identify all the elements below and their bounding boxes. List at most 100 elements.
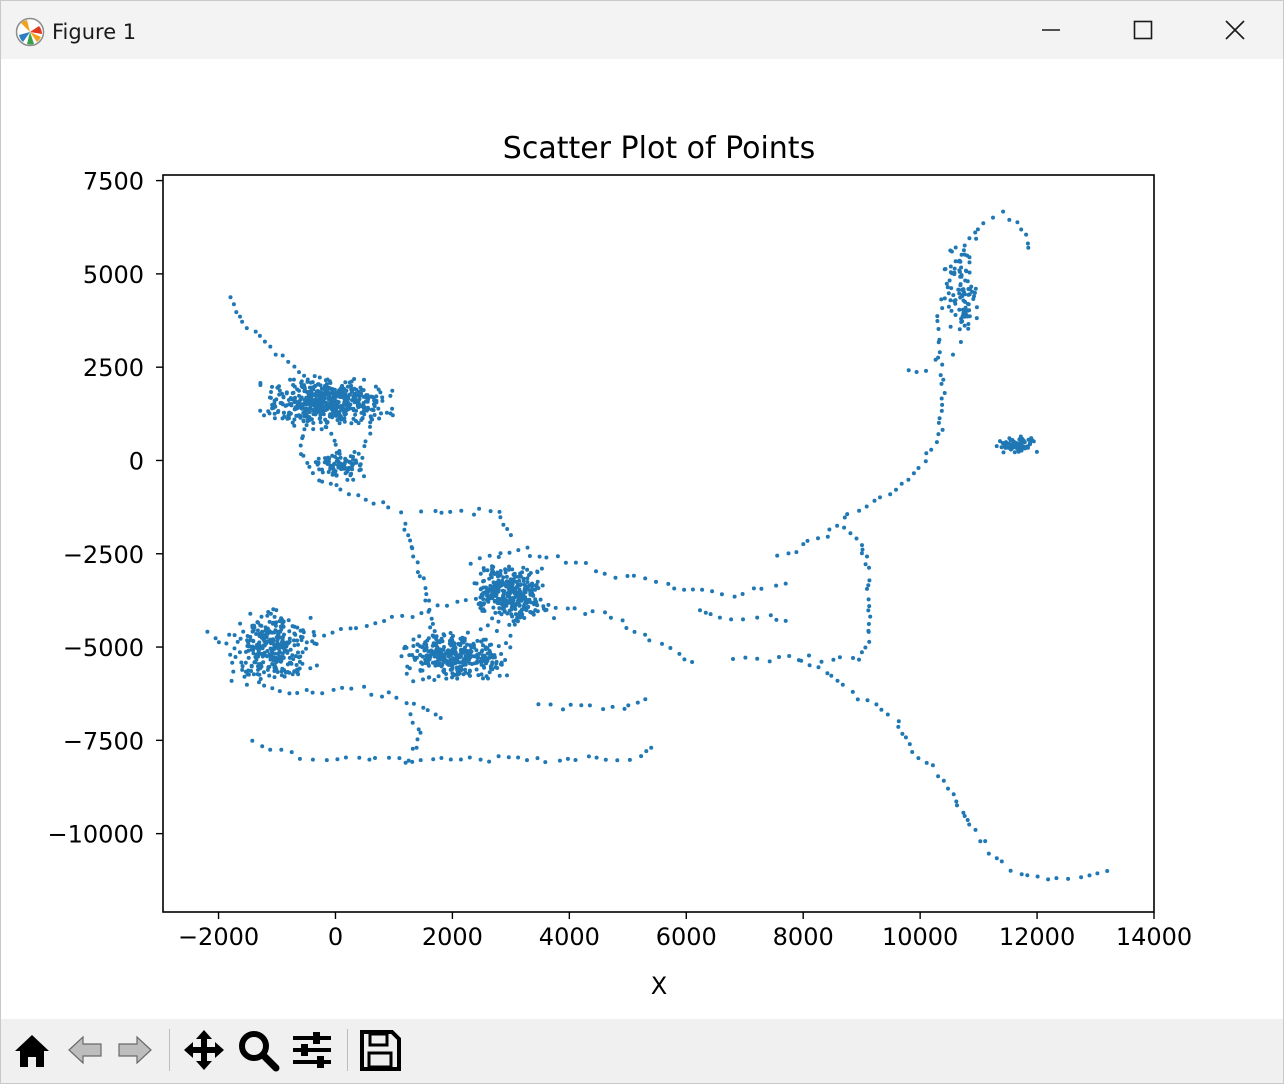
scatter-point — [318, 412, 323, 417]
save-button[interactable] — [357, 1027, 403, 1073]
scatter-point — [1002, 443, 1007, 448]
scatter-point — [457, 660, 462, 665]
scatter-point — [354, 626, 358, 631]
scatter-point — [568, 702, 573, 707]
scatter-point — [433, 509, 438, 513]
back-button[interactable] — [63, 1027, 109, 1073]
pan-button[interactable] — [181, 1027, 227, 1073]
scatter-point — [473, 596, 478, 601]
scatter-point — [482, 601, 487, 606]
scatter-point — [553, 605, 558, 610]
scatter-point — [948, 248, 953, 253]
scatter-point — [433, 712, 438, 717]
scatter-point — [376, 387, 381, 392]
scatter-point — [643, 632, 648, 637]
scatter-point — [536, 586, 541, 591]
scatter-point — [322, 633, 327, 638]
scatter-point — [502, 609, 507, 614]
scatter-point — [362, 408, 367, 413]
x-tick-label: 8000 — [773, 923, 834, 951]
scatter-point — [293, 654, 298, 659]
scatter-point — [359, 391, 364, 396]
scatter-point — [438, 661, 443, 666]
scatter-point — [513, 602, 518, 607]
scatter-point — [941, 778, 946, 783]
scatter-point — [643, 576, 648, 581]
scatter-point — [967, 292, 972, 297]
scatter-point — [452, 641, 457, 646]
scatter-point — [420, 654, 425, 659]
scatter-point — [507, 622, 512, 627]
scatter-point — [967, 822, 972, 827]
scatter-point — [259, 634, 264, 639]
scatter-point — [290, 653, 295, 658]
scatter-point — [668, 646, 673, 650]
scatter-point — [900, 731, 905, 736]
scatter-point — [525, 567, 530, 572]
close-button[interactable] — [1189, 1, 1281, 59]
scatter-point — [495, 666, 500, 670]
scatter-point — [866, 622, 871, 626]
scatter-point — [1019, 872, 1024, 877]
scatter-point — [317, 467, 322, 472]
scatter-point — [282, 414, 287, 419]
scatter-point — [1031, 439, 1036, 444]
scatter-point — [490, 616, 495, 621]
scatter-point — [356, 493, 361, 498]
scatter-point — [1001, 209, 1006, 214]
scatter-point — [295, 668, 300, 673]
maximize-button[interactable] — [1097, 1, 1189, 59]
scatter-point — [387, 755, 391, 760]
scatter-point — [318, 415, 323, 420]
scatter-point — [460, 640, 464, 645]
scatter-point — [248, 611, 253, 616]
title-bar[interactable]: Figure 1 — [1, 1, 1283, 59]
scatter-point — [432, 629, 437, 634]
scatter-point — [934, 440, 939, 445]
scatter-point — [949, 308, 954, 313]
scatter-point — [729, 617, 734, 622]
scatter-point — [491, 580, 496, 585]
minimize-button[interactable] — [1005, 1, 1097, 59]
scatter-point — [960, 294, 965, 299]
scatter-point — [279, 747, 284, 752]
scatter-point — [938, 373, 943, 378]
zoom-button[interactable] — [235, 1027, 281, 1073]
scatter-point — [431, 634, 436, 639]
scatter-point — [454, 665, 459, 670]
scatter-point — [300, 406, 304, 411]
scatter-point — [411, 637, 416, 642]
figure-canvas[interactable]: Scatter Plot of Points −2000 0 2000 4000 600… — [1, 59, 1283, 1019]
forward-button[interactable] — [111, 1027, 157, 1073]
scatter-point — [528, 589, 533, 594]
scatter-point — [301, 453, 306, 458]
scatter-point — [303, 409, 308, 414]
scatter-point — [1105, 869, 1110, 873]
scatter-point — [258, 677, 263, 681]
scatter-point — [380, 694, 384, 699]
home-button[interactable] — [9, 1027, 55, 1073]
scatter-point — [327, 456, 332, 461]
scatter-point — [281, 655, 286, 660]
scatter-point — [498, 515, 503, 520]
scatter-point — [807, 663, 812, 668]
scatter-point — [962, 814, 967, 818]
scatter-point — [372, 413, 377, 417]
scatter-point — [474, 667, 479, 672]
scatter-point — [458, 668, 463, 673]
scatter-point — [326, 460, 331, 465]
scatter-point — [510, 614, 515, 619]
scatter-point — [974, 305, 979, 310]
navigation-toolbar — [1, 1019, 1283, 1083]
scatter-point — [940, 362, 945, 367]
scatter-point — [426, 649, 431, 654]
scatter-point — [371, 501, 376, 506]
scatter-point — [318, 390, 323, 395]
scatter-point — [415, 560, 420, 565]
scatter-point — [366, 407, 371, 411]
scatter-point — [250, 738, 255, 743]
configure-subplots-button[interactable] — [289, 1027, 335, 1073]
scatter-point — [299, 395, 304, 400]
scatter-point — [423, 598, 428, 603]
scatter-point — [951, 293, 956, 298]
